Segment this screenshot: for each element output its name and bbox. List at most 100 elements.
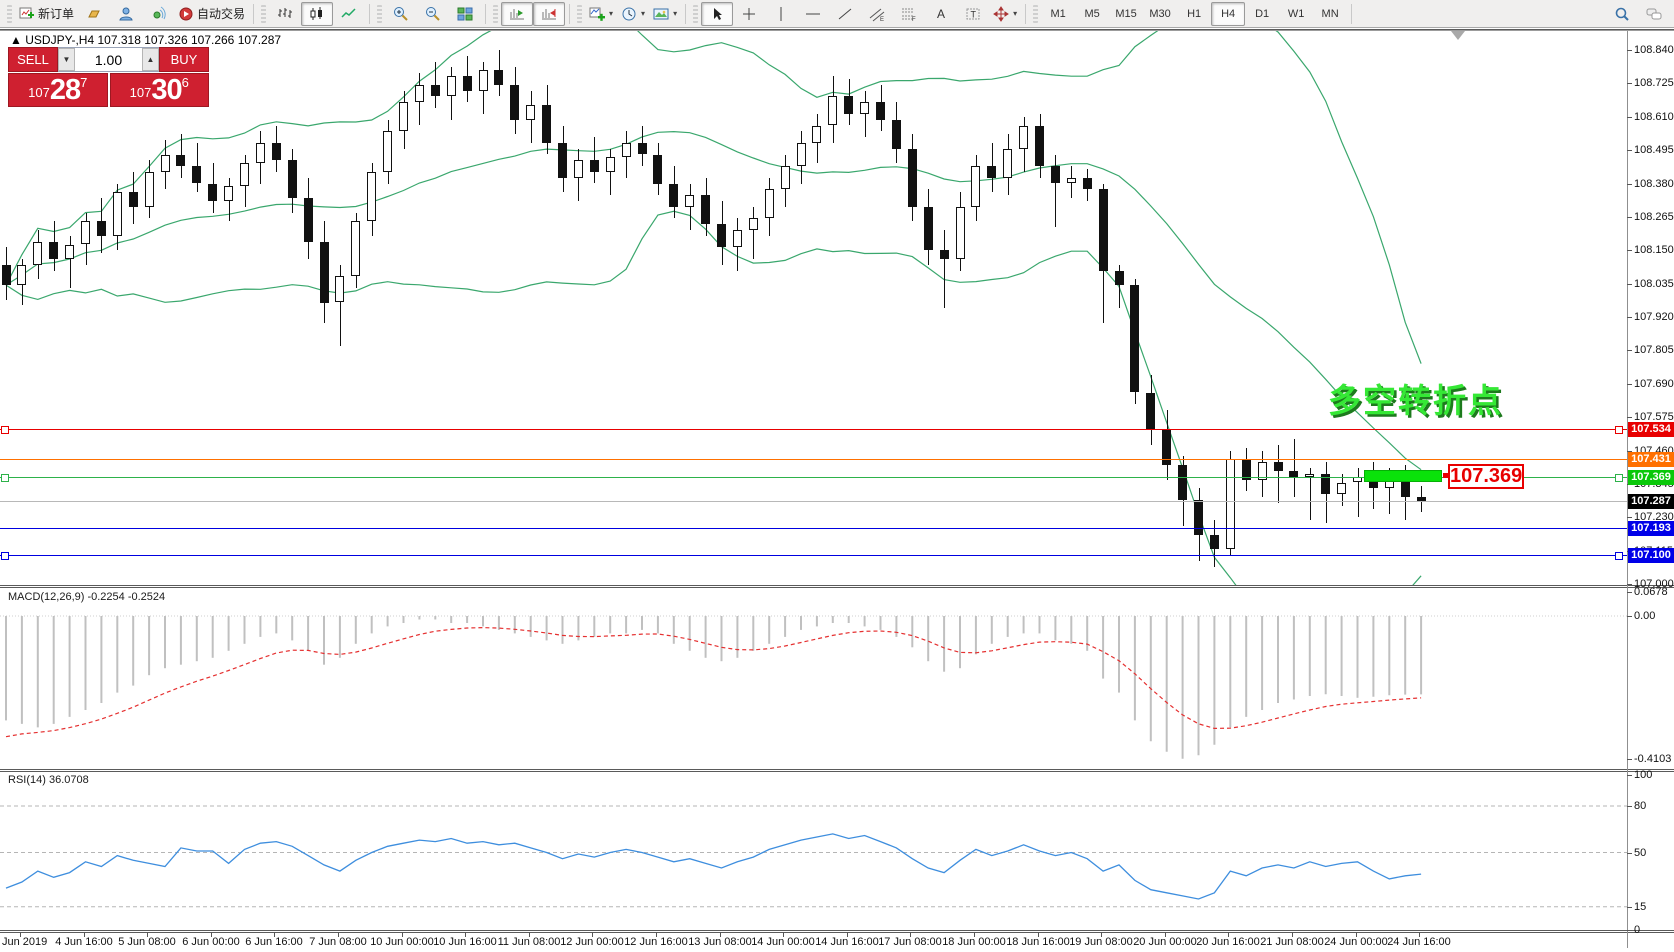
- sell-price-button[interactable]: 107 28 7: [8, 73, 108, 107]
- buy-price-button[interactable]: 107 30 6: [109, 73, 209, 107]
- bar-chart-button[interactable]: [269, 2, 301, 26]
- trendline-button[interactable]: [829, 2, 861, 26]
- chart-shift-marker-icon[interactable]: [1451, 31, 1465, 40]
- candle: [573, 160, 583, 178]
- candle-wick: [1055, 154, 1057, 228]
- cursor-button[interactable]: [701, 1, 734, 26]
- dropdown-arrow-icon[interactable]: ▾: [609, 9, 614, 18]
- toolbar-grip[interactable]: [261, 4, 267, 23]
- zoom-in-button[interactable]: [385, 2, 417, 26]
- line-handle[interactable]: [1, 474, 9, 482]
- price-axis-label: 108.495: [1634, 144, 1674, 156]
- indicators-button[interactable]: ▾: [585, 2, 617, 26]
- vline-button[interactable]: [765, 2, 797, 26]
- crosshair-button[interactable]: [733, 2, 765, 26]
- sell-price-sup: 7: [80, 75, 88, 90]
- timeframe-m1-button[interactable]: M1: [1050, 7, 1066, 20]
- search-button[interactable]: [1606, 2, 1638, 26]
- zoom-out-button[interactable]: [417, 2, 449, 26]
- arrows-button[interactable]: ▾: [989, 2, 1021, 26]
- line-handle[interactable]: [1, 552, 9, 560]
- horizontal-line-107.369[interactable]: [0, 477, 1627, 478]
- dropdown-arrow-icon[interactable]: ▾: [673, 9, 678, 18]
- time-axis-label: 7 Jun 08:00: [309, 936, 367, 948]
- candle: [494, 70, 504, 85]
- line-handle[interactable]: [1615, 426, 1623, 434]
- timeframe-m15-button[interactable]: M15: [1115, 7, 1137, 20]
- templates-button[interactable]: ▾: [649, 2, 681, 26]
- price-callout-label[interactable]: 107.369: [1448, 464, 1524, 489]
- timeframe-h1-button[interactable]: H1: [1187, 7, 1202, 20]
- history-button[interactable]: [78, 2, 110, 26]
- panel-separator[interactable]: [0, 587, 1674, 588]
- candle: [542, 105, 552, 143]
- candle-wick: [1119, 264, 1120, 309]
- price-highlight-bar[interactable]: [1364, 470, 1442, 482]
- buy-button[interactable]: BUY: [159, 47, 209, 72]
- horizontal-line-107.431[interactable]: [0, 459, 1627, 460]
- time-axis-label: 10 Jun 16:00: [433, 936, 497, 948]
- line-chart-button[interactable]: [333, 2, 365, 26]
- volume-decrease-button[interactable]: ▼: [58, 48, 75, 71]
- horizontal-line-107.100[interactable]: [0, 555, 1627, 556]
- new-order-button[interactable]: 新订单: [15, 2, 78, 26]
- community-button[interactable]: [110, 2, 142, 26]
- candle: [17, 264, 27, 286]
- toolbar-grip[interactable]: [377, 4, 383, 23]
- timeframe-m5-button[interactable]: M5: [1084, 7, 1100, 20]
- tile-windows-button[interactable]: [449, 2, 481, 26]
- signals-button[interactable]: [142, 2, 174, 26]
- chat-button[interactable]: [1638, 2, 1670, 26]
- candle: [1082, 177, 1092, 190]
- periods-button[interactable]: ▾: [617, 2, 649, 26]
- time-axis-label: 12 Jun 16:00: [624, 936, 688, 948]
- candle: [1, 264, 11, 286]
- line-handle[interactable]: [1615, 474, 1623, 482]
- timeframe-w1-button[interactable]: W1: [1287, 7, 1305, 20]
- horizontal-line-107.287[interactable]: [0, 501, 1627, 502]
- candle-wick: [435, 61, 437, 108]
- toolbar-grip[interactable]: [693, 4, 699, 23]
- hline-button[interactable]: [797, 2, 829, 26]
- timeframe-mn-button[interactable]: MN: [1321, 7, 1339, 20]
- autotrading-button[interactable]: 自动交易: [174, 2, 249, 26]
- candle: [1035, 125, 1044, 167]
- panel-separator[interactable]: [0, 930, 1674, 931]
- time-axis-label: 20 Jun 00:00: [1133, 936, 1197, 948]
- dropdown-arrow-icon[interactable]: ▾: [1013, 9, 1018, 18]
- time-axis-label: 24 Jun 16:00: [1387, 936, 1451, 948]
- volume-input[interactable]: 1.00: [94, 51, 123, 68]
- horizontal-line-107.193[interactable]: [0, 528, 1627, 529]
- toolbar-grip[interactable]: [577, 4, 583, 23]
- turning-point-annotation[interactable]: 多空转折点: [1328, 382, 1503, 419]
- toolbar-grip[interactable]: [1033, 4, 1039, 23]
- label-button[interactable]: T: [957, 2, 989, 26]
- panel-separator[interactable]: [0, 932, 1674, 933]
- dropdown-arrow-icon[interactable]: ▾: [641, 9, 646, 18]
- time-axis-tick: [1292, 932, 1293, 937]
- line-handle[interactable]: [1, 426, 9, 434]
- timeframe-h4-button[interactable]: H4: [1211, 1, 1246, 26]
- quote-bar: ▲ USDJPY-,H4 107.318 107.326 107.266 107…: [10, 33, 281, 47]
- panel-separator[interactable]: [0, 585, 1674, 586]
- toolbar-grip[interactable]: [493, 4, 499, 23]
- channel-button[interactable]: E: [861, 2, 893, 26]
- horizontal-line-107.534[interactable]: [0, 429, 1627, 430]
- candle: [399, 102, 408, 132]
- panel-separator[interactable]: [0, 769, 1674, 770]
- timeframe-m30-button[interactable]: M30: [1149, 7, 1171, 20]
- toolbar-grip[interactable]: [7, 4, 12, 23]
- time-axis-tick: [783, 932, 784, 937]
- panel-separator[interactable]: [0, 771, 1674, 772]
- volume-increase-button[interactable]: ▲: [142, 48, 159, 71]
- auto-scroll-button[interactable]: [501, 1, 534, 26]
- text-button[interactable]: A: [925, 2, 957, 26]
- timeframe-d1-button[interactable]: D1: [1255, 7, 1270, 20]
- time-axis-label: 12 Jun 00:00: [560, 936, 624, 948]
- candlestick-button[interactable]: [301, 1, 334, 26]
- chart-shift-button[interactable]: [533, 1, 566, 26]
- sell-button[interactable]: SELL: [8, 47, 58, 72]
- time-axis-tick: [529, 932, 530, 937]
- line-handle[interactable]: [1615, 552, 1623, 560]
- fibonacci-button[interactable]: F: [893, 2, 925, 26]
